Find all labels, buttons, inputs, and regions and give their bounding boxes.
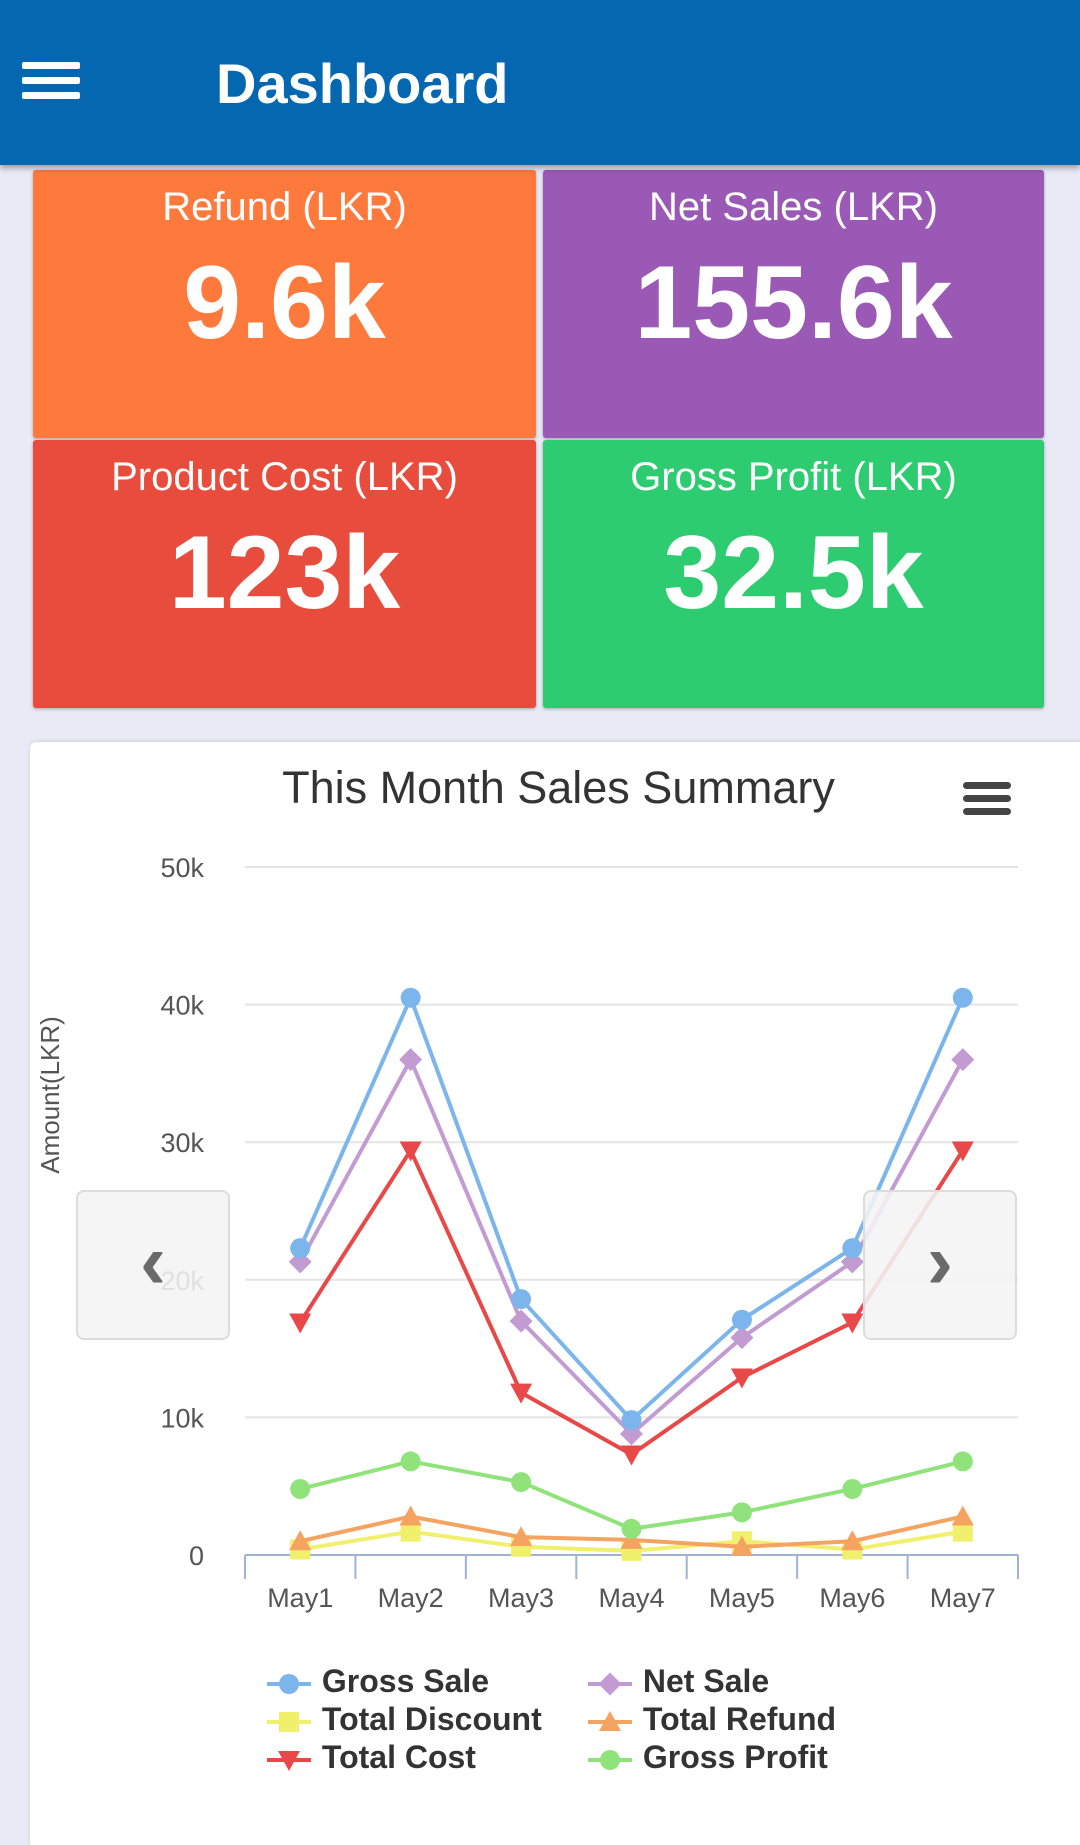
x-tick-label: May2	[378, 1583, 444, 1613]
legend-label: Total Discount	[321, 1701, 542, 1737]
legend-item[interactable]: Total Discount	[265, 1700, 542, 1738]
net-sales-tile: Net Sales (LKR) 155.6k	[543, 170, 1044, 438]
legend-symbol	[278, 1750, 300, 1771]
data-point	[952, 1451, 973, 1472]
legend-item[interactable]: Gross Profit	[586, 1738, 828, 1776]
data-point	[509, 1309, 533, 1333]
legend-label: Total Refund	[642, 1701, 837, 1737]
x-tick-label: May3	[488, 1583, 554, 1613]
data-point	[842, 1478, 863, 1499]
data-point	[290, 1238, 311, 1259]
data-point	[621, 1518, 642, 1539]
hamburger-menu-icon[interactable]	[22, 58, 80, 104]
y-tick-label: 30k	[160, 1128, 204, 1158]
gross-profit-value: 32.5k	[663, 515, 924, 631]
y-tick-label: 10k	[160, 1403, 204, 1433]
legend-label: Total Cost	[321, 1739, 476, 1775]
data-point	[731, 1309, 752, 1330]
legend-marker-icon	[588, 1749, 632, 1770]
page-title: Dashboard	[216, 52, 509, 115]
legend-symbol	[600, 1749, 620, 1770]
chart-menu-icon[interactable]	[963, 780, 1011, 818]
data-point	[400, 1451, 421, 1472]
data-point	[841, 1313, 864, 1334]
app-bar: Dashboard	[0, 0, 1080, 165]
legend-marker-icon	[267, 1750, 311, 1771]
legend-symbol	[279, 1673, 299, 1694]
data-point	[511, 1289, 532, 1310]
legend-marker-icon	[267, 1711, 311, 1732]
x-tick-label: May1	[267, 1583, 333, 1613]
chart-prev-button[interactable]: ‹	[76, 1190, 230, 1340]
y-tick-label: 0	[189, 1541, 204, 1571]
data-point	[620, 1445, 643, 1466]
net-sales-value: 155.6k	[634, 245, 953, 361]
data-point	[400, 1521, 421, 1542]
refund-value: 9.6k	[183, 245, 386, 361]
legend-item[interactable]: Total Refund	[586, 1700, 836, 1738]
legend-marker-icon	[267, 1673, 311, 1694]
data-point	[290, 1478, 311, 1499]
net-sales-label: Net Sales (LKR)	[649, 185, 938, 229]
data-point	[730, 1326, 754, 1350]
product-cost-value: 123k	[168, 515, 401, 631]
y-tick-label: 40k	[160, 991, 204, 1021]
product-cost-label: Product Cost (LKR)	[111, 455, 458, 499]
data-point	[621, 1410, 642, 1431]
data-point	[399, 1048, 423, 1072]
legend-marker-icon	[588, 1672, 632, 1696]
data-point	[841, 1530, 864, 1551]
product-cost-tile: Product Cost (LKR) 123k	[33, 440, 536, 708]
chart-next-button[interactable]: ›	[863, 1190, 1017, 1340]
refund-tile: Refund (LKR) 9.6k	[33, 170, 536, 438]
legend-label: Net Sale	[642, 1663, 770, 1699]
legend-label: Gross Profit	[642, 1739, 828, 1775]
x-tick-label: May4	[598, 1583, 664, 1613]
legend-symbol	[279, 1711, 299, 1732]
gross-profit-label: Gross Profit (LKR)	[630, 455, 957, 499]
data-point	[620, 1528, 643, 1549]
chart-title: This Month Sales Summary	[282, 762, 835, 813]
data-point	[951, 1048, 975, 1072]
legend-marker-icon	[588, 1710, 632, 1731]
x-tick-label: May5	[709, 1583, 775, 1613]
x-tick-label: May6	[819, 1583, 885, 1613]
data-point	[510, 1383, 533, 1404]
data-point	[731, 1502, 752, 1523]
legend-item[interactable]: Total Cost	[265, 1738, 476, 1776]
chevron-right-icon: ›	[927, 1217, 953, 1305]
data-point	[399, 1505, 422, 1526]
legend-symbol	[598, 1672, 622, 1696]
data-point	[730, 1368, 753, 1389]
data-point	[951, 1141, 974, 1162]
data-point	[952, 1521, 973, 1542]
data-point	[289, 1530, 312, 1551]
legend-item[interactable]: Net Sale	[586, 1662, 769, 1700]
gross-profit-tile: Gross Profit (LKR) 32.5k	[543, 440, 1044, 708]
data-point	[510, 1526, 533, 1547]
data-point	[289, 1313, 312, 1334]
data-point	[399, 1141, 422, 1162]
data-point	[511, 1472, 532, 1493]
y-tick-label: 50k	[160, 853, 204, 883]
legend-item[interactable]: Gross Sale	[265, 1662, 489, 1700]
refund-label: Refund (LKR)	[162, 185, 407, 229]
data-point	[952, 987, 973, 1008]
data-point	[842, 1238, 863, 1259]
data-point	[951, 1505, 974, 1526]
chevron-left-icon: ‹	[140, 1217, 166, 1305]
x-tick-label: May7	[930, 1583, 996, 1613]
legend-symbol	[599, 1710, 621, 1731]
data-point	[730, 1535, 753, 1556]
legend-label: Gross Sale	[321, 1663, 490, 1699]
data-point	[400, 987, 421, 1008]
